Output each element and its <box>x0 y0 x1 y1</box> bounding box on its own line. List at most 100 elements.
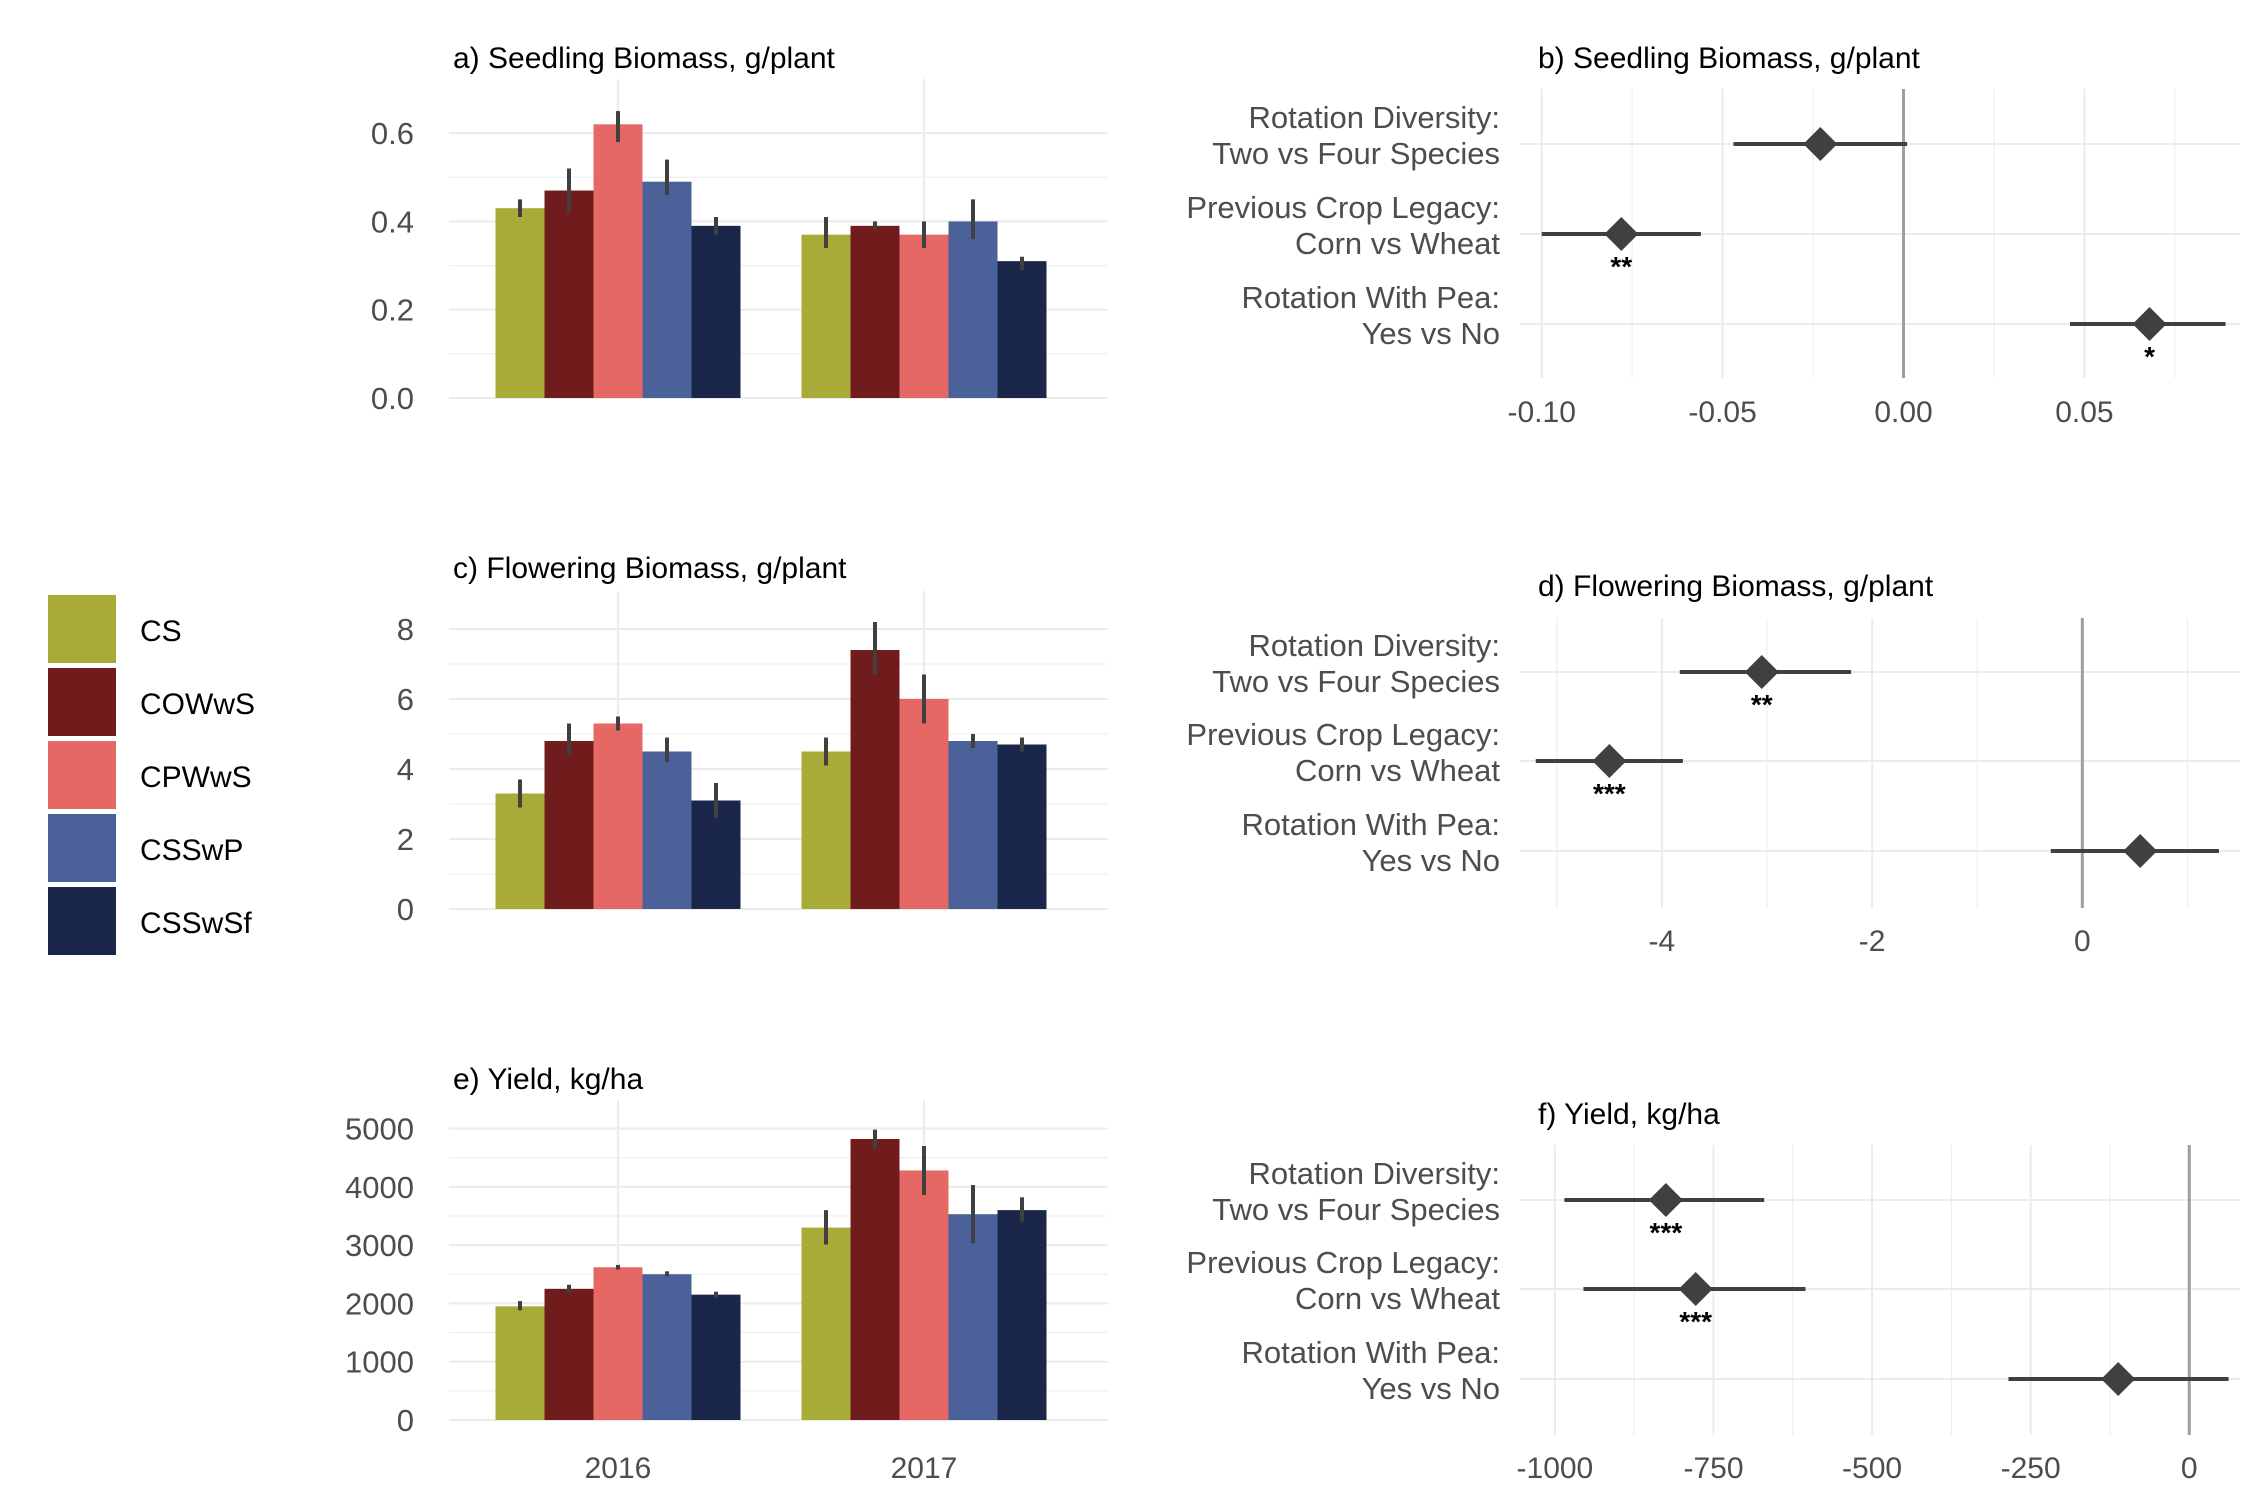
bar-COWwS-2016 <box>544 190 594 398</box>
row-label: Two vs Four Species <box>1212 1192 1500 1227</box>
y-tick-label: 8 <box>397 612 414 647</box>
legend-swatch-CPWwS <box>48 741 116 809</box>
bar-COWwS-2017 <box>850 650 900 909</box>
estimate-point <box>1648 1183 1683 1217</box>
legend-swatch-CSSwP <box>48 814 116 882</box>
bar-CSSwSf-2016 <box>691 225 741 398</box>
panel-title: e) Yield, kg/ha <box>453 1063 643 1096</box>
row-label: Rotation With Pea: <box>1242 280 1500 315</box>
row-label: Corn vs Wheat <box>1295 226 1500 261</box>
row-label: Two vs Four Species <box>1212 136 1500 171</box>
bar-CPWwS-2016 <box>593 124 643 399</box>
x-tick-label: -0.10 <box>1508 396 1576 429</box>
bar-CSSwP-2017 <box>948 741 998 909</box>
row-label: Rotation Diversity: <box>1248 1156 1500 1191</box>
x-tick-label: 2016 <box>585 1452 652 1485</box>
row-label: Yes vs No <box>1362 843 1500 878</box>
y-tick-label: 2000 <box>345 1286 414 1321</box>
row-label: Previous Crop Legacy: <box>1186 717 1500 752</box>
y-tick-label: 4000 <box>345 1170 414 1205</box>
x-tick-label: -250 <box>2001 1452 2061 1485</box>
row-label: Rotation Diversity: <box>1248 100 1500 135</box>
bar-CSSwP-2016 <box>642 181 692 398</box>
row-label: Previous Crop Legacy: <box>1186 190 1500 225</box>
x-tick-label: -0.05 <box>1688 396 1756 429</box>
y-tick-label: 0 <box>397 892 414 927</box>
legend-label: CPWwS <box>140 761 252 794</box>
bar-CSSwSf-2016 <box>691 800 741 909</box>
bar-CSSwSf-2017 <box>997 1210 1047 1420</box>
y-tick-label: 5000 <box>345 1111 414 1146</box>
x-tick-label: -750 <box>1683 1452 1743 1485</box>
significance-marker: * <box>2144 341 2155 372</box>
panel-title: a) Seedling Biomass, g/plant <box>453 42 836 75</box>
x-tick-label: -2 <box>1859 925 1886 958</box>
bar-COWwS-2016 <box>544 1288 594 1420</box>
significance-marker: *** <box>1679 1306 1712 1337</box>
row-label: Yes vs No <box>1362 316 1500 351</box>
row-label: Rotation With Pea: <box>1242 807 1500 842</box>
legend: CS COWwS CPWwS CSSwP CSSwSf <box>48 595 255 955</box>
bar-COWwS-2017 <box>850 1138 900 1420</box>
significance-marker: ** <box>1610 251 1632 282</box>
estimate-point <box>1744 655 1779 689</box>
estimate-point <box>1604 217 1639 251</box>
row-label: Two vs Four Species <box>1212 664 1500 699</box>
estimate-point <box>1592 744 1627 778</box>
row-label: Rotation With Pea: <box>1242 1335 1500 1370</box>
bar-COWwS-2016 <box>544 741 594 909</box>
legend-label: CSSwP <box>140 834 243 867</box>
y-tick-label: 0.2 <box>371 293 414 328</box>
panel-a: 0.0 0.2 0.4 0.6 a) Seedling Biomass, g/plant <box>371 42 1108 416</box>
bar-CPWwS-2016 <box>593 723 643 909</box>
bar-CPWwS-2017 <box>899 234 949 398</box>
row-label: Corn vs Wheat <box>1295 1281 1500 1316</box>
y-tick-label: 0.4 <box>371 204 414 239</box>
y-tick-label: 2 <box>397 822 414 857</box>
estimate-point <box>2132 307 2167 341</box>
row-label: Yes vs No <box>1362 1371 1500 1406</box>
x-tick-label: -4 <box>1649 925 1676 958</box>
bar-CPWwS-2016 <box>593 1267 643 1420</box>
y-tick-label: 6 <box>397 682 414 717</box>
bar-CSSwP-2017 <box>948 221 998 398</box>
estimate-point <box>1803 127 1838 161</box>
bar-CSSwSf-2016 <box>691 1294 741 1420</box>
estimate-point <box>2123 834 2158 868</box>
panel-c: 0 2 4 6 8 c) Flowering Biomass, g/plant <box>397 552 1108 927</box>
x-tick-label: -1000 <box>1517 1452 1594 1485</box>
row-label: Corn vs Wheat <box>1295 753 1500 788</box>
panel-title: c) Flowering Biomass, g/plant <box>453 552 847 585</box>
panel-f: -1000 -750 -500 -250 0 *** Rotation Diversity:… <box>1186 1098 2240 1485</box>
x-tick-label: 2017 <box>891 1452 958 1485</box>
y-tick-label: 3000 <box>345 1228 414 1263</box>
panel-d: -4 -2 0 ** Rotation Diversity:Two vs Four Sp… <box>1186 570 2240 958</box>
bar-CS-2017 <box>801 234 851 398</box>
panel-title: b) Seedling Biomass, g/plant <box>1538 42 1921 75</box>
bar-CSSwP-2016 <box>642 1274 692 1420</box>
x-tick-label: 0.00 <box>1874 396 1932 429</box>
legend-label: COWwS <box>140 688 255 721</box>
panel-title: d) Flowering Biomass, g/plant <box>1538 570 1934 603</box>
panel-e: 0 1000 2000 3000 4000 5000 e) Yield, kg/ha 2016… <box>345 1063 1108 1485</box>
y-tick-label: 1000 <box>345 1345 414 1380</box>
significance-marker: *** <box>1650 1217 1683 1248</box>
bar-CS-2016 <box>495 208 545 398</box>
significance-marker: ** <box>1751 689 1773 720</box>
bar-CS-2017 <box>801 1227 851 1420</box>
x-tick-label: 0.05 <box>2055 396 2113 429</box>
legend-label: CSSwSf <box>140 907 252 940</box>
row-label: Previous Crop Legacy: <box>1186 1245 1500 1280</box>
significance-marker: *** <box>1593 778 1626 809</box>
estimate-point <box>2101 1362 2136 1396</box>
bar-CS-2016 <box>495 793 545 909</box>
legend-swatch-COWwS <box>48 668 116 736</box>
bar-CPWwS-2017 <box>899 1170 949 1420</box>
bar-CSSwSf-2017 <box>997 261 1047 398</box>
legend-swatch-CSSwSf <box>48 887 116 955</box>
legend-swatch-CS <box>48 595 116 663</box>
y-tick-label: 0.0 <box>371 381 414 416</box>
bar-COWwS-2017 <box>850 225 900 398</box>
bar-CPWwS-2017 <box>899 699 949 909</box>
